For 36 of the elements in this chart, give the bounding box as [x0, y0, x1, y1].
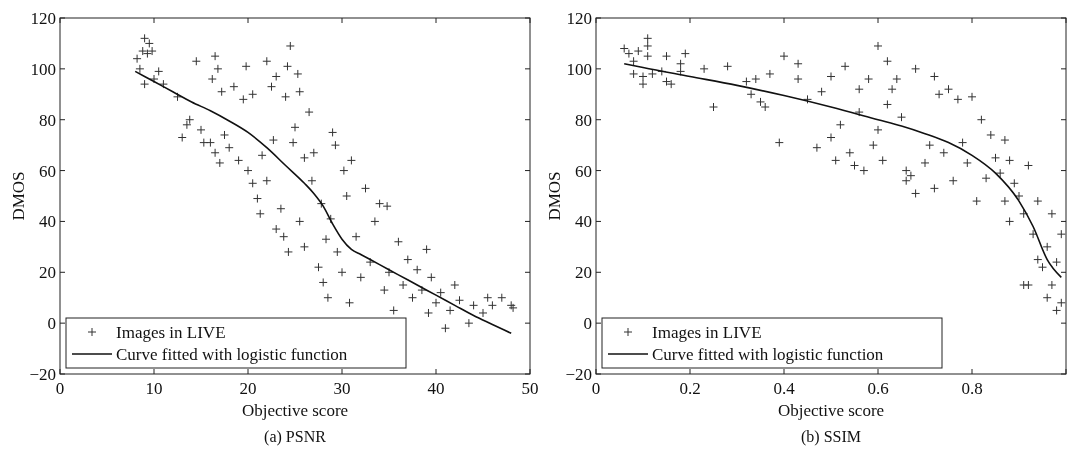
- y-tick-label: 80: [575, 110, 592, 130]
- y-axis-title: DMOS: [545, 171, 564, 221]
- x-tick-label: 20: [239, 379, 257, 398]
- x-tick-label: 40: [427, 379, 445, 398]
- y-tick-label: 60: [575, 161, 592, 181]
- y-tick-label: 60: [39, 161, 56, 181]
- y-tick-label: 40: [575, 212, 592, 232]
- y-tick-label: −20: [29, 365, 56, 384]
- y-tick-label: 20: [575, 263, 592, 283]
- line-series: [623, 62, 1063, 279]
- y-tick-label: 20: [39, 263, 56, 283]
- y-tick-label: 80: [39, 110, 56, 130]
- legend-label: Curve fitted with logistic function: [652, 345, 884, 364]
- text: (b) SSIM: [800, 428, 862, 446]
- x-tick-label: 0.2: [679, 379, 701, 398]
- y-tick-label: −20: [565, 365, 592, 384]
- legend-label: Curve fitted with logistic function: [116, 345, 348, 364]
- legend-label: Images in LIVE: [652, 323, 762, 342]
- y-tick-label: 100: [30, 59, 56, 79]
- x-axis-title: Objective score: [241, 401, 349, 420]
- y-tick-label: 0: [47, 314, 56, 334]
- x-tick-label: 0.4: [773, 379, 796, 398]
- x-tick-label: 50: [521, 379, 539, 398]
- x-tick-label: 30: [333, 379, 351, 398]
- y-tick-label: 40: [39, 212, 56, 232]
- legend-label: Images in LIVE: [116, 323, 226, 342]
- y-axis-title: DMOS: [9, 171, 28, 221]
- x-tick-label: 0.6: [867, 379, 889, 398]
- x-axis-title: Objective score: [777, 401, 885, 420]
- x-tick-label: 0.8: [961, 379, 983, 398]
- y-tick-label: 120: [30, 9, 56, 28]
- y-tick-label: 100: [566, 59, 592, 79]
- y-tick-label: 120: [566, 9, 592, 28]
- x-tick-label: 10: [145, 379, 163, 398]
- text: (a) PSNR: [264, 428, 327, 446]
- y-tick-label: 0: [583, 314, 592, 334]
